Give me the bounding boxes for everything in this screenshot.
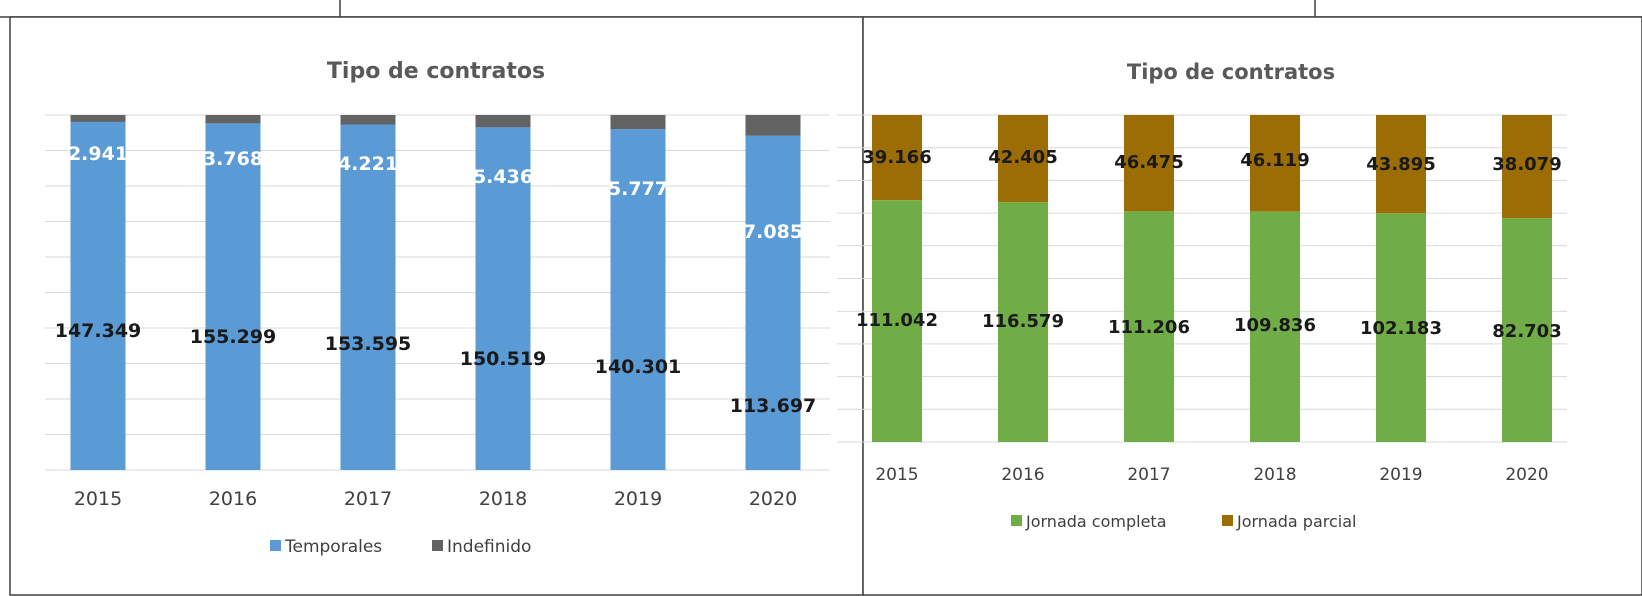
data-label-indefinido-2018: 5.436 bbox=[473, 166, 533, 188]
x-axis-ticks: 2015 2016 2017 2018 2019 2020 bbox=[74, 488, 797, 510]
data-label-jornada-parcial-2016: 42.405 bbox=[988, 147, 1057, 168]
data-label-jornada-completa-2015: 111.042 bbox=[856, 310, 938, 331]
legend-swatch-temporales bbox=[270, 540, 281, 551]
data-label-jornada-parcial-2018: 46.119 bbox=[1240, 150, 1309, 171]
legend-swatch-jornada-completa bbox=[1011, 515, 1022, 526]
legend-label-indefinido: Indefinido bbox=[447, 537, 531, 557]
data-label-temporales-2018: 150.519 bbox=[460, 348, 547, 370]
data-label-temporales-2016: 155.299 bbox=[190, 326, 277, 348]
bar-temporales-2019 bbox=[610, 129, 666, 471]
data-label-temporales-2015: 147.349 bbox=[55, 320, 142, 342]
data-label-jornada-parcial-2015: 39.166 bbox=[862, 147, 931, 168]
chart-panel bbox=[9, 16, 864, 596]
bar-indefinido-2018 bbox=[475, 115, 531, 128]
legend-swatch-jornada-parcial bbox=[1222, 515, 1233, 526]
legend-label-jornada-completa: Jornada completa bbox=[1025, 512, 1167, 531]
legend-label-temporales: Temporales bbox=[284, 537, 382, 557]
data-label-indefinido-2015: 2.941 bbox=[68, 143, 128, 165]
bar-indefinido-2020 bbox=[745, 115, 801, 136]
x-tick-label-2018: 2018 bbox=[479, 488, 527, 510]
data-label-jornada-completa-2019: 102.183 bbox=[1360, 318, 1442, 339]
chart-title: Tipo de contratos bbox=[1127, 60, 1335, 84]
x-tick-label-2016: 2016 bbox=[1001, 465, 1044, 485]
data-label-jornada-completa-2020: 82.703 bbox=[1492, 321, 1561, 342]
chart-title: Tipo de contratos bbox=[327, 59, 545, 84]
data-label-indefinido-2017: 4.221 bbox=[338, 153, 398, 175]
bars: 2.941 147.349 3.768 155.299 4.221 153.595 5.43… bbox=[55, 115, 817, 471]
bars: 39.166 111.042 42.405 116.579 46.475 111.206 4… bbox=[856, 115, 1562, 442]
bar-jornada-completa-2018 bbox=[1250, 211, 1300, 442]
bar-jornada-parcial-2018 bbox=[1250, 115, 1300, 212]
data-label-jornada-completa-2016: 116.579 bbox=[982, 311, 1064, 332]
legend-swatch-indefinido bbox=[432, 540, 443, 551]
gridlines bbox=[45, 114, 830, 471]
bar-jornada-parcial-2019 bbox=[1376, 115, 1426, 214]
bar-jornada-completa-2015 bbox=[872, 200, 922, 442]
bar-jornada-completa-2020 bbox=[1502, 218, 1552, 442]
bar-jornada-completa-2017 bbox=[1124, 211, 1174, 442]
bar-temporales-2016 bbox=[205, 123, 261, 470]
x-tick-label-2017: 2017 bbox=[1127, 465, 1170, 485]
data-label-temporales-2019: 140.301 bbox=[595, 356, 682, 378]
data-label-jornada-parcial-2020: 38.079 bbox=[1492, 154, 1561, 175]
x-tick-label-2020: 2020 bbox=[749, 488, 797, 510]
gridlines bbox=[837, 114, 1567, 443]
bar-temporales-2017 bbox=[340, 124, 396, 471]
data-label-indefinido-2019: 5.777 bbox=[608, 178, 668, 200]
bar-indefinido-2015 bbox=[70, 115, 126, 122]
data-label-indefinido-2020: 7.085 bbox=[743, 221, 803, 243]
x-tick-label-2020: 2020 bbox=[1505, 465, 1548, 485]
x-tick-label-2016: 2016 bbox=[209, 488, 257, 510]
x-tick-label-2017: 2017 bbox=[344, 488, 392, 510]
x-tick-label-2019: 2019 bbox=[614, 488, 662, 510]
bar-temporales-2015 bbox=[70, 121, 126, 471]
bar-temporales-2018 bbox=[475, 127, 531, 470]
bar-jornada-parcial-2016 bbox=[998, 115, 1048, 203]
bar-jornada-completa-2016 bbox=[998, 202, 1048, 442]
bar-jornada-parcial-2020 bbox=[1502, 115, 1552, 219]
legend: Jornada completa Jornada parcial bbox=[1011, 512, 1356, 531]
x-tick-label-2019: 2019 bbox=[1379, 465, 1422, 485]
bar-jornada-parcial-2017 bbox=[1124, 115, 1174, 212]
bar-jornada-completa-2019 bbox=[1376, 213, 1426, 442]
chart-contract-type-temporal: Tipo de contratos 2.941 147.349 3.768 155.2… bbox=[9, 16, 864, 596]
x-tick-label-2018: 2018 bbox=[1253, 465, 1296, 485]
bar-temporales-2020 bbox=[745, 135, 801, 470]
bar-indefinido-2019 bbox=[610, 115, 666, 130]
data-label-jornada-completa-2018: 109.836 bbox=[1234, 315, 1316, 336]
bar-indefinido-2017 bbox=[340, 115, 396, 125]
x-tick-label-2015: 2015 bbox=[875, 465, 918, 485]
data-label-jornada-parcial-2019: 43.895 bbox=[1366, 154, 1435, 175]
legend-label-jornada-parcial: Jornada parcial bbox=[1236, 512, 1356, 531]
data-label-indefinido-2016: 3.768 bbox=[203, 148, 263, 170]
chart-contract-type-jornada: Tipo de contratos 39.166 111.042 42.405 116… bbox=[837, 16, 1642, 596]
data-label-jornada-completa-2017: 111.206 bbox=[1108, 317, 1190, 338]
data-label-temporales-2017: 153.595 bbox=[325, 333, 412, 355]
legend: Temporales Indefinido bbox=[270, 537, 531, 557]
data-label-jornada-parcial-2017: 46.475 bbox=[1114, 152, 1183, 173]
bar-indefinido-2016 bbox=[205, 115, 261, 124]
x-tick-label-2015: 2015 bbox=[74, 488, 122, 510]
x-axis-ticks: 2015 2016 2017 2018 2019 2020 bbox=[875, 465, 1548, 485]
data-label-temporales-2020: 113.697 bbox=[730, 395, 817, 417]
bar-jornada-parcial-2015 bbox=[872, 115, 922, 201]
